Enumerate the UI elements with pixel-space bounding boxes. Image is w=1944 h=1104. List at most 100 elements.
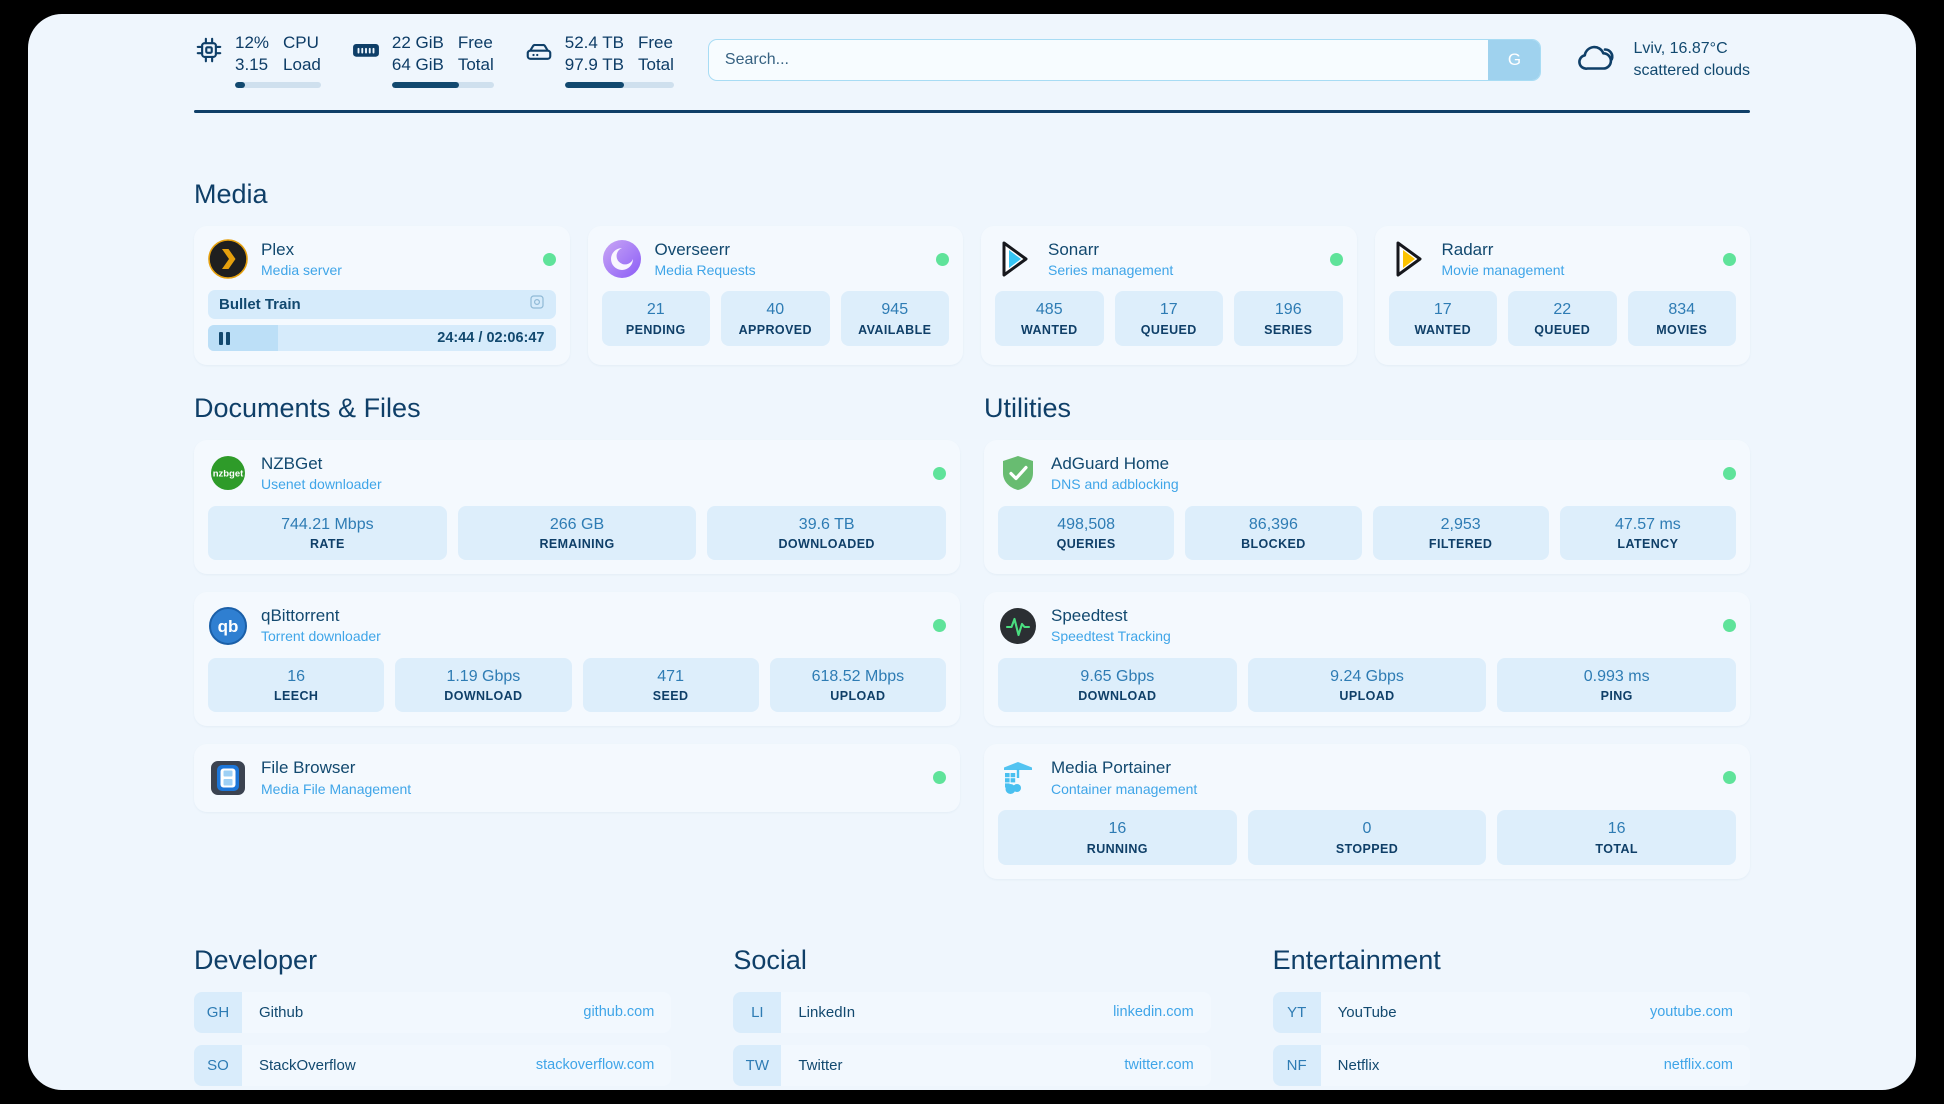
playback-progress-bar[interactable]: 24:44 / 02:06:47 (208, 325, 556, 352)
cast-icon[interactable] (529, 294, 545, 315)
status-badge (933, 466, 946, 480)
stat-tile-value: 9.65 Gbps (1080, 667, 1155, 685)
bookmark-name: Github (259, 1003, 304, 1021)
stat-tile-value: 618.52 Mbps (811, 667, 905, 685)
weather-condition: scattered clouds (1633, 62, 1750, 79)
bookmark-item[interactable]: YT YouTube youtube.com (1272, 991, 1750, 1033)
service-card-header: qb qBittorrent Torrent downloader (208, 605, 946, 645)
bookmark-list: LI LinkedIn linkedin.com TW Twitter twitter.c… (733, 991, 1211, 1086)
stat-tile-label: WANTED (1414, 323, 1472, 338)
bookmark-name: Netflix (1337, 1056, 1380, 1074)
service-description: Media Requests (654, 262, 756, 279)
system-stat-value-secondary: 64 GiB (391, 55, 444, 74)
stat-tile-value: 266 GB (549, 515, 605, 533)
header-divider (194, 110, 1750, 113)
stat-tile-value: 196 (1274, 301, 1302, 319)
stat-tiles: 485 WANTED 17 QUEUED 196 SERIES (995, 291, 1343, 347)
stat-tile: 9.24 Gbps UPLOAD (1247, 657, 1487, 713)
service-card[interactable]: AdGuard Home DNS and adblocking 498,508 QUE… (984, 440, 1750, 575)
stat-tile-label: DOWNLOADED (778, 537, 875, 552)
stat-tile: 86,396 BLOCKED (1185, 505, 1362, 561)
bookmark-group: Developer GH Github github.com SO StackOverfl… (194, 944, 672, 1090)
bookmark-url: linkedin.com (1113, 1004, 1194, 1021)
stat-tiles: 9.65 Gbps DOWNLOAD 9.24 Gbps UPLOAD 0.993 ms… (998, 657, 1737, 713)
service-card[interactable]: Plex Media server Bullet Train 24:44 / 02:0… (194, 226, 570, 366)
stat-tile-label: LEECH (273, 689, 319, 704)
stat-tiles: 17 WANTED 22 QUEUED 834 MOVIES (1388, 291, 1736, 347)
cpu-icon (194, 35, 224, 70)
search-submit-button[interactable]: G (1488, 40, 1541, 80)
bookmark-item[interactable]: TW Twitter twitter.com (733, 1044, 1211, 1086)
system-stat-label-primary: CPU (283, 33, 319, 53)
service-name: Sonarr (1048, 240, 1100, 259)
bookmark-url: youtube.com (1649, 1004, 1733, 1021)
stat-tile-label: FILTERED (1428, 537, 1493, 552)
service-card-header: Speedtest Speedtest Tracking (998, 605, 1736, 645)
service-card-text: Media Portainer Container management (1051, 757, 1197, 797)
service-card[interactable]: Media Portainer Container management 16 RUN… (984, 744, 1750, 879)
system-stat-value-primary: 52.4 TB (564, 33, 624, 53)
stat-tile-value: 834 (1668, 301, 1696, 319)
svg-text:nzbget: nzbget (213, 469, 244, 480)
service-card-header: Plex Media server (208, 239, 556, 279)
bookmark-abbr: TW (733, 1044, 782, 1086)
nzbget-icon: nzbget (208, 453, 248, 493)
stat-tile: 22 QUEUED (1508, 291, 1617, 347)
stat-tile: 834 MOVIES (1627, 291, 1736, 347)
service-card[interactable]: Overseerr Media Requests 21 PENDING 40 APPROV… (587, 226, 963, 366)
stat-tile-label: AVAILABLE (858, 323, 932, 338)
radarr-icon (1389, 239, 1429, 279)
bookmark-item[interactable]: NF Netflix netflix.com (1272, 1044, 1750, 1086)
bookmark-item[interactable]: GH Github github.com (194, 991, 672, 1033)
bookmark-group-title: Social (733, 944, 807, 975)
stat-tile-label: DOWNLOAD (444, 689, 523, 704)
status-badge (1723, 619, 1736, 632)
stat-tiles: 21 PENDING 40 APPROVED 945 AVAILABLE (601, 291, 949, 347)
stat-tile-value: 744.21 Mbps (281, 515, 374, 533)
stat-tile-value: 22 (1553, 301, 1572, 319)
system-stat-value-secondary: 97.9 TB (564, 55, 624, 74)
stat-tile: 485 WANTED (995, 291, 1104, 347)
status-badge (542, 252, 556, 266)
search-box[interactable]: G (707, 39, 1542, 81)
service-card[interactable]: File Browser Media File Management (194, 744, 960, 812)
service-card-text: Radarr Movie management (1442, 239, 1565, 279)
service-card[interactable]: Sonarr Series management 485 WANTED 17 QUEUED… (981, 226, 1357, 366)
bookmark-abbr: SO (194, 1044, 242, 1086)
bookmark-group: Entertainment YT YouTube youtube.com NF Netfl… (1272, 944, 1750, 1090)
service-card-text: NZBGet Usenet downloader (261, 453, 382, 493)
stat-tile-value: 1.19 Gbps (446, 667, 521, 685)
bookmark-name: YouTube (1337, 1003, 1397, 1021)
portainer-icon (998, 758, 1038, 798)
service-card-header: Overseerr Media Requests (602, 239, 949, 279)
disk-icon (524, 35, 554, 70)
service-name: Speedtest (1051, 606, 1128, 626)
stat-tile-value: 0.993 ms (1583, 667, 1650, 685)
documents-section: Documents & Files nzbget NZBGet Usenet dow… (194, 393, 960, 878)
service-card-header: File Browser Media File Management (208, 757, 946, 797)
system-stat-progress (235, 81, 321, 88)
bookmark-item[interactable]: SO StackOverflow stackoverflow.com (194, 1044, 672, 1086)
bookmark-group-title: Developer (194, 944, 318, 975)
search-input[interactable] (708, 40, 1489, 80)
service-name: Radarr (1441, 240, 1494, 259)
service-card-text: qBittorrent Torrent downloader (261, 605, 381, 645)
top-bar: 12% 3.15 CPU Load 22 GiB 64 GiB Free Total 52.4 … (28, 14, 1916, 106)
service-card[interactable]: Radarr Movie management 17 WANTED 22 QUEUED 83… (1374, 226, 1750, 366)
service-card[interactable]: nzbget NZBGet Usenet downloader 744.21 Mbps… (194, 440, 960, 575)
service-card-text: Overseerr Media Requests (655, 239, 756, 279)
system-stat-label-primary: Free (457, 33, 493, 53)
service-card[interactable]: qb qBittorrent Torrent downloader 16 LEECH 1.… (194, 592, 960, 727)
bookmark-item[interactable]: LI LinkedIn linkedin.com (733, 991, 1211, 1033)
stat-tile: 40 APPROVED (721, 291, 830, 347)
service-card[interactable]: Speedtest Speedtest Tracking 9.65 Gbps DOWN… (984, 592, 1750, 727)
stat-tiles: 16 LEECH 1.19 Gbps DOWNLOAD 471 SEED 618.52 Mb… (208, 657, 946, 713)
pause-icon[interactable] (219, 331, 230, 345)
system-stat-body: 22 GiB 64 GiB Free Total (391, 32, 494, 88)
stat-tile-label: LATENCY (1617, 537, 1679, 552)
bookmark-group-title: Entertainment (1272, 944, 1441, 975)
dashboard-page: 12% 3.15 CPU Load 22 GiB 64 GiB Free Total 52.4 … (28, 14, 1916, 1090)
stat-tile-label: WANTED (1020, 323, 1078, 338)
bookmark-url: netflix.com (1663, 1057, 1733, 1074)
system-stat-progress (391, 81, 494, 88)
